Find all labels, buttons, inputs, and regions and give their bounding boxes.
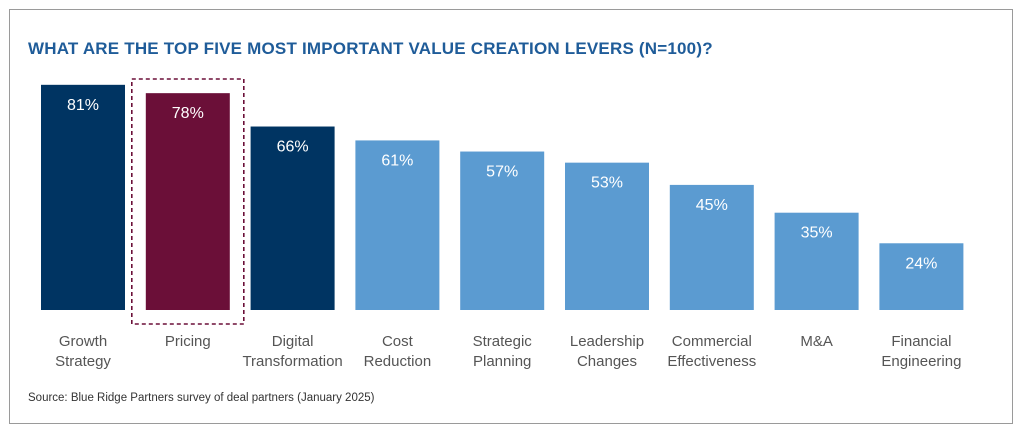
category-label: Growth — [59, 333, 107, 350]
data-label: 57% — [486, 164, 518, 181]
category-label: Financial — [891, 333, 951, 350]
category-label: Leadership — [570, 333, 644, 350]
bar — [460, 151, 545, 310]
highlight-box — [131, 78, 245, 325]
bar — [565, 162, 649, 310]
chart-title: WHAT ARE THE TOP FIVE MOST IMPORTANT VAL… — [28, 39, 713, 58]
bar — [250, 126, 335, 311]
data-label: 45% — [696, 197, 728, 214]
bar — [41, 84, 125, 310]
bar — [669, 184, 754, 310]
data-label: 35% — [801, 225, 833, 242]
data-label: 53% — [591, 175, 623, 192]
source-note: Source: Blue Ridge Partners survey of de… — [28, 392, 375, 404]
category-label: Strategy — [55, 353, 111, 370]
bar — [774, 212, 859, 310]
data-label: 24% — [905, 255, 937, 272]
category-label: Changes — [577, 353, 637, 370]
bar — [879, 243, 964, 310]
data-label: 81% — [67, 97, 99, 114]
category-label: Engineering — [881, 353, 961, 370]
bar — [145, 93, 230, 310]
category-label: M&A — [800, 333, 833, 350]
category-label: Effectiveness — [667, 353, 756, 370]
category-label: Commercial — [672, 333, 752, 350]
data-label: 66% — [277, 139, 309, 156]
category-label: Cost — [382, 333, 414, 350]
category-label: Transformation — [242, 353, 342, 370]
category-label: Pricing — [165, 333, 211, 350]
category-label: Strategic — [473, 333, 533, 350]
category-label: Planning — [473, 353, 531, 370]
category-label: Reduction — [364, 353, 432, 370]
bar — [355, 140, 440, 310]
data-label: 61% — [381, 152, 413, 169]
category-label: Digital — [272, 333, 314, 350]
data-label: 78% — [172, 105, 204, 122]
